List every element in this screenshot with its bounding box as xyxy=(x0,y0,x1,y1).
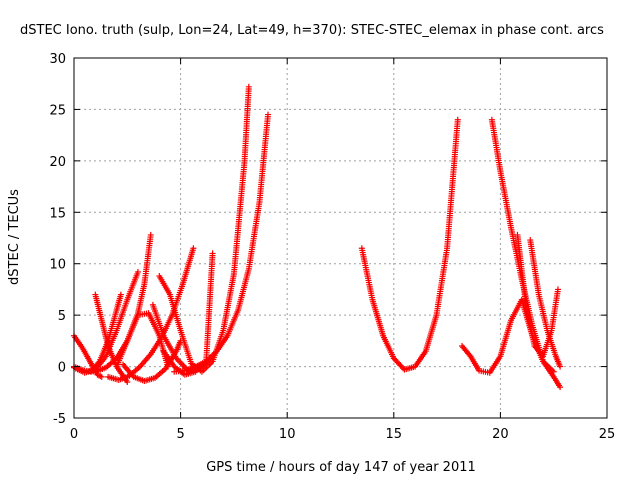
data-point-markers xyxy=(156,83,252,375)
chart-title: dSTEC Iono. truth (sulp, Lon=24, Lat=49,… xyxy=(20,23,604,38)
series-arc-05 xyxy=(88,291,124,375)
data-point-markers xyxy=(527,237,564,370)
x-tick-label: 0 xyxy=(70,427,78,442)
y-tick-label: 20 xyxy=(49,155,66,170)
series-arc-10 xyxy=(156,83,252,375)
plot-frame xyxy=(73,57,608,419)
y-tick-label: 15 xyxy=(49,206,66,221)
x-tick-label: 10 xyxy=(279,427,296,442)
x-tick-label: 25 xyxy=(599,427,616,442)
y-axis-label: dSTEC / TECUs xyxy=(7,189,22,285)
data-point-markers xyxy=(88,291,124,375)
y-tick-label: 10 xyxy=(49,258,66,273)
series-arc-17 xyxy=(527,237,564,370)
data-point-markers xyxy=(71,268,141,376)
data-point-markers xyxy=(160,250,216,378)
grid-lines xyxy=(74,58,607,418)
x-tick-label: 5 xyxy=(176,427,184,442)
data-point-markers xyxy=(358,116,461,373)
series-arc-03 xyxy=(71,268,141,376)
x-tick-label: 20 xyxy=(492,427,509,442)
y-tick-label: 25 xyxy=(49,103,66,118)
series-arc-13 xyxy=(358,116,461,373)
axes: 0 5 10 15 20 25 -5 0 5 10 15 20 25 30 xyxy=(49,52,615,442)
y-tick-label: -5 xyxy=(53,412,66,427)
series-arc-12 xyxy=(160,250,216,378)
data-points xyxy=(71,83,564,391)
y-tick-label: 5 xyxy=(58,309,66,324)
x-axis-label: GPS time / hours of day 147 of year 2011 xyxy=(206,460,476,475)
y-tick-label: 30 xyxy=(49,52,66,67)
x-tick-label: 15 xyxy=(386,427,403,442)
y-tick-label: 0 xyxy=(58,361,66,376)
